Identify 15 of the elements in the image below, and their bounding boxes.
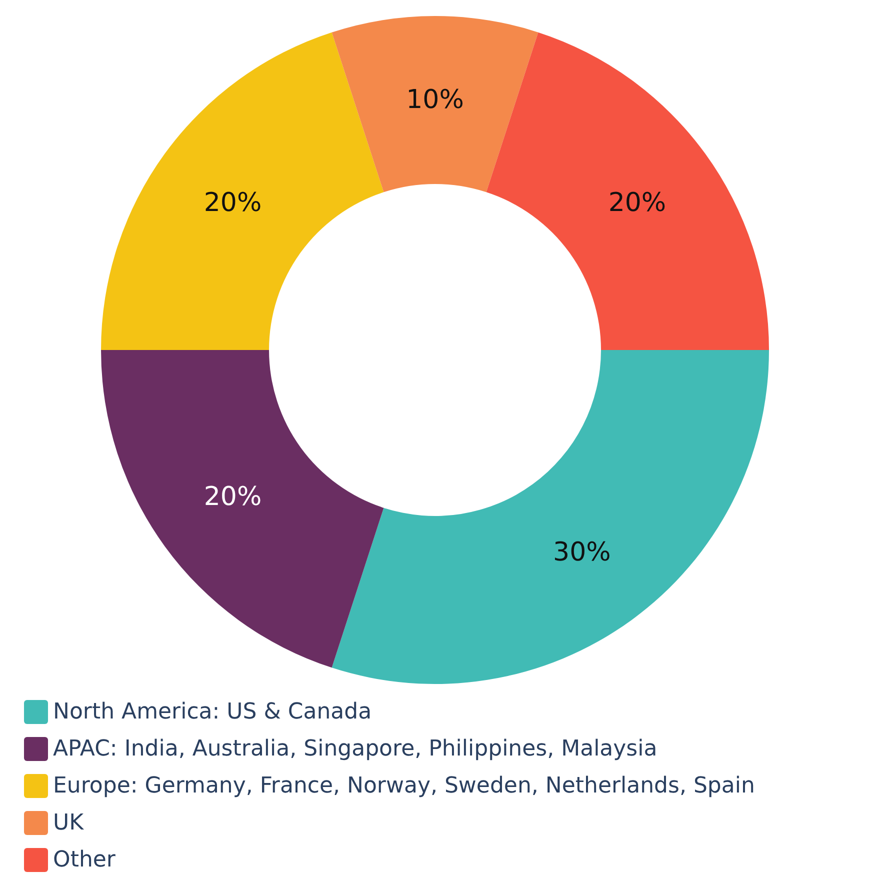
data-label: 30% [553, 537, 611, 568]
legend-label: APAC: India, Australia, Singapore, Philippines, Malaysia [53, 736, 658, 762]
data-label: 20% [608, 188, 666, 218]
legend-label: North America: US & Canada [53, 700, 372, 724]
data-label: 20% [204, 482, 262, 512]
data-label: 20% [204, 188, 262, 218]
donut-slice [332, 350, 769, 684]
donut-slice [101, 350, 384, 668]
donut-slice [486, 32, 769, 350]
legend-label: UK [53, 810, 84, 836]
legend-label: Europe: Germany, France, Norway, Sweden, Netherlands, Spain [53, 774, 755, 798]
donut-slice [101, 32, 384, 350]
donut-slice [332, 16, 538, 192]
legend-label: Other [53, 848, 116, 872]
data-label: 10% [406, 85, 464, 115]
